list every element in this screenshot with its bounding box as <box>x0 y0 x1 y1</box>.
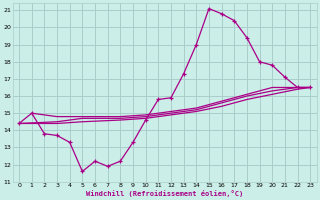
X-axis label: Windchill (Refroidissement éolien,°C): Windchill (Refroidissement éolien,°C) <box>86 190 243 197</box>
